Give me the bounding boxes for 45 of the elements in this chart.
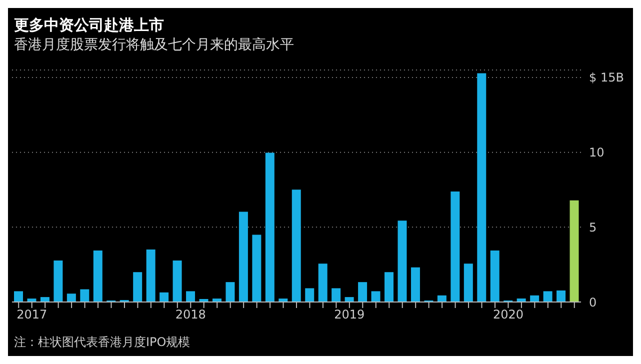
y-tick-label: 0 bbox=[589, 295, 597, 310]
bar bbox=[490, 250, 500, 302]
bar bbox=[133, 272, 142, 302]
bar bbox=[252, 234, 262, 302]
bar bbox=[410, 267, 420, 302]
bar bbox=[344, 297, 354, 302]
bar bbox=[437, 295, 446, 302]
bar bbox=[66, 294, 76, 302]
chart-subtitle: 香港月度股票发行将触及七个月来的最高水平 bbox=[14, 36, 294, 54]
bar bbox=[543, 291, 552, 302]
bar bbox=[530, 295, 540, 302]
y-tick-label: 5 bbox=[589, 220, 597, 234]
y-tick-label: 10 bbox=[589, 146, 604, 160]
bar bbox=[93, 250, 102, 302]
bar bbox=[40, 297, 50, 302]
x-tick-label: 2017 bbox=[16, 308, 48, 322]
bar bbox=[305, 288, 314, 302]
y-tick-label: $ 15B bbox=[589, 70, 624, 85]
x-tick-label: 2019 bbox=[334, 308, 365, 322]
bar bbox=[318, 264, 328, 302]
bar bbox=[14, 291, 23, 302]
bar bbox=[54, 260, 63, 302]
bar bbox=[477, 73, 486, 302]
bar bbox=[450, 192, 460, 302]
bar bbox=[384, 272, 394, 302]
bar bbox=[371, 291, 380, 302]
bar bbox=[172, 260, 182, 302]
bar bbox=[265, 152, 274, 302]
bar bbox=[398, 220, 407, 302]
bar bbox=[226, 282, 235, 302]
bar bbox=[292, 190, 301, 302]
bar bbox=[160, 292, 169, 302]
chart-title: 更多中资公司赴港上市 bbox=[14, 16, 164, 35]
bar bbox=[80, 289, 90, 302]
bar bbox=[332, 288, 341, 302]
x-tick-label: 2020 bbox=[492, 308, 524, 322]
text: 注：柱状图代表香港月度IPO规模 bbox=[14, 334, 190, 351]
bar bbox=[186, 291, 196, 302]
bar bbox=[556, 290, 566, 302]
bar bbox=[238, 212, 248, 302]
x-tick-label: 2018 bbox=[175, 308, 206, 322]
bar bbox=[358, 282, 368, 302]
bar bbox=[570, 200, 579, 302]
bar bbox=[146, 249, 156, 302]
bar bbox=[464, 264, 473, 302]
